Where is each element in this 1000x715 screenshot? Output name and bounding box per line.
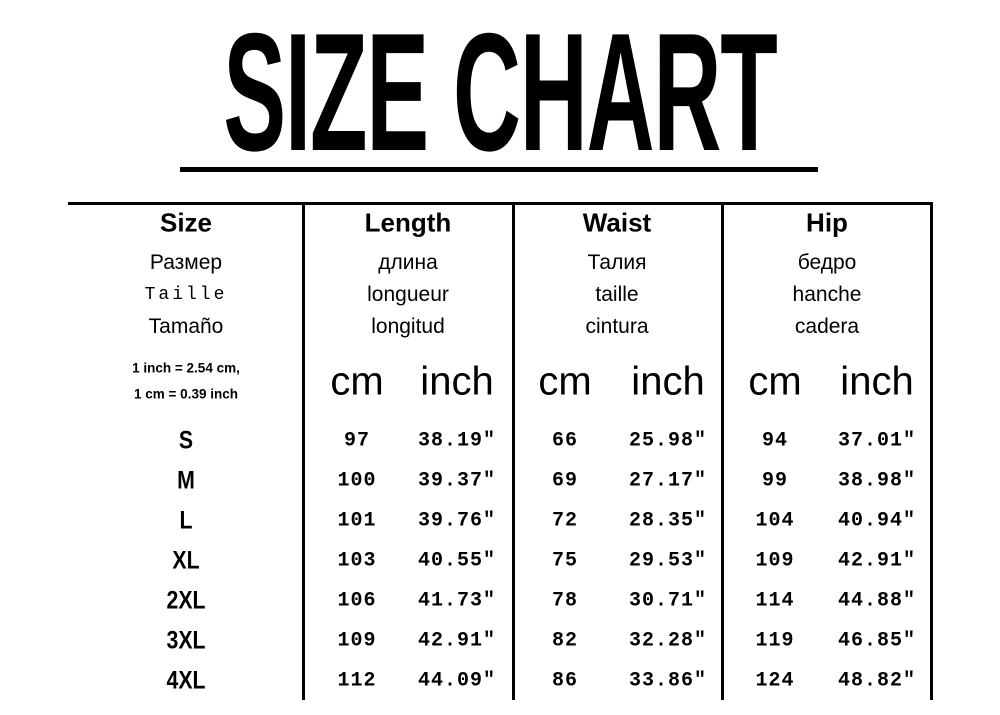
measurement-cell: 78 (551, 589, 579, 613)
table-top-border (68, 202, 933, 205)
measurement-cell: 103 (337, 549, 377, 573)
column-header-translation: бедро (797, 251, 857, 274)
size-label: XL (172, 546, 200, 575)
measurement-cell: 42.91" (417, 629, 497, 653)
measurement-cell: 46.85" (837, 629, 917, 653)
measurement-cell: 100 (337, 469, 377, 493)
size-label: L (179, 506, 193, 535)
column-divider (930, 202, 933, 700)
column-header-title: Size (159, 207, 213, 238)
measurement-cell: 40.94" (837, 509, 917, 533)
column-header-translation: cadera (794, 315, 860, 338)
size-label: 4XL (166, 666, 206, 695)
column-divider (721, 202, 724, 700)
unit-label: inch (420, 359, 494, 404)
measurement-cell: 69 (551, 469, 579, 493)
measurement-cell: 39.37" (417, 469, 497, 493)
measurement-cell: 112 (337, 669, 377, 693)
size-label: M (177, 466, 195, 495)
page-title: SIZE CHART (223, 0, 777, 186)
measurement-cell: 82 (551, 629, 579, 653)
measurement-cell: 106 (337, 589, 377, 613)
column-header-translation: Талия (587, 251, 647, 274)
measurement-cell: 48.82" (837, 669, 917, 693)
measurement-cell: 101 (337, 509, 377, 533)
column-header-title: Hip (806, 207, 848, 238)
measurement-cell: 38.98" (837, 469, 917, 493)
measurement-cell: 25.98" (628, 429, 708, 453)
conversion-note: 1 cm = 0.39 inch (134, 386, 238, 402)
column-header-translation: hanche (792, 283, 862, 306)
measurement-cell: 41.73" (417, 589, 497, 613)
measurement-cell: 104 (755, 509, 795, 533)
unit-label: cm (538, 359, 592, 404)
measurement-cell: 40.55" (417, 549, 497, 573)
column-header-title: Length (364, 207, 452, 238)
column-header-translation: длина (378, 251, 438, 274)
measurement-cell: 42.91" (837, 549, 917, 573)
column-header-title: Waist (582, 207, 652, 238)
measurement-cell: 124 (755, 669, 795, 693)
measurement-cell: 32.28" (628, 629, 708, 653)
measurement-cell: 97 (343, 429, 371, 453)
column-header-translation: longueur (367, 283, 449, 306)
measurement-cell: 29.53" (628, 549, 708, 573)
unit-label: inch (840, 359, 914, 404)
measurement-cell: 39.76" (417, 509, 497, 533)
measurement-cell: 86 (551, 669, 579, 693)
conversion-note: 1 inch = 2.54 cm, (132, 360, 240, 376)
measurement-cell: 109 (755, 549, 795, 573)
measurement-cell: 114 (755, 589, 795, 613)
column-header-translation: Taille (144, 285, 228, 305)
measurement-cell: 33.86" (628, 669, 708, 693)
column-header-translation: Размер (149, 251, 223, 274)
unit-label: cm (748, 359, 802, 404)
size-label: 2XL (166, 586, 206, 615)
measurement-cell: 37.01" (837, 429, 917, 453)
measurement-cell: 27.17" (628, 469, 708, 493)
measurement-cell: 30.71" (628, 589, 708, 613)
column-header-translation: taille (595, 283, 639, 306)
measurement-cell: 94 (761, 429, 789, 453)
column-divider (302, 202, 305, 700)
measurement-cell: 28.35" (628, 509, 708, 533)
measurement-cell: 38.19" (417, 429, 497, 453)
measurement-cell: 44.09" (417, 669, 497, 693)
measurement-cell: 99 (761, 469, 789, 493)
size-label: S (178, 426, 194, 455)
title-underline (180, 167, 818, 172)
column-header-translation: Tamaño (148, 315, 224, 338)
unit-label: cm (330, 359, 384, 404)
column-header-translation: cintura (585, 315, 649, 338)
column-divider (512, 202, 515, 700)
column-header-translation: longitud (371, 315, 445, 338)
measurement-cell: 109 (337, 629, 377, 653)
size-label: 3XL (166, 626, 206, 655)
measurement-cell: 44.88" (837, 589, 917, 613)
measurement-cell: 72 (551, 509, 579, 533)
unit-label: inch (631, 359, 705, 404)
measurement-cell: 66 (551, 429, 579, 453)
measurement-cell: 75 (551, 549, 579, 573)
measurement-cell: 119 (755, 629, 795, 653)
